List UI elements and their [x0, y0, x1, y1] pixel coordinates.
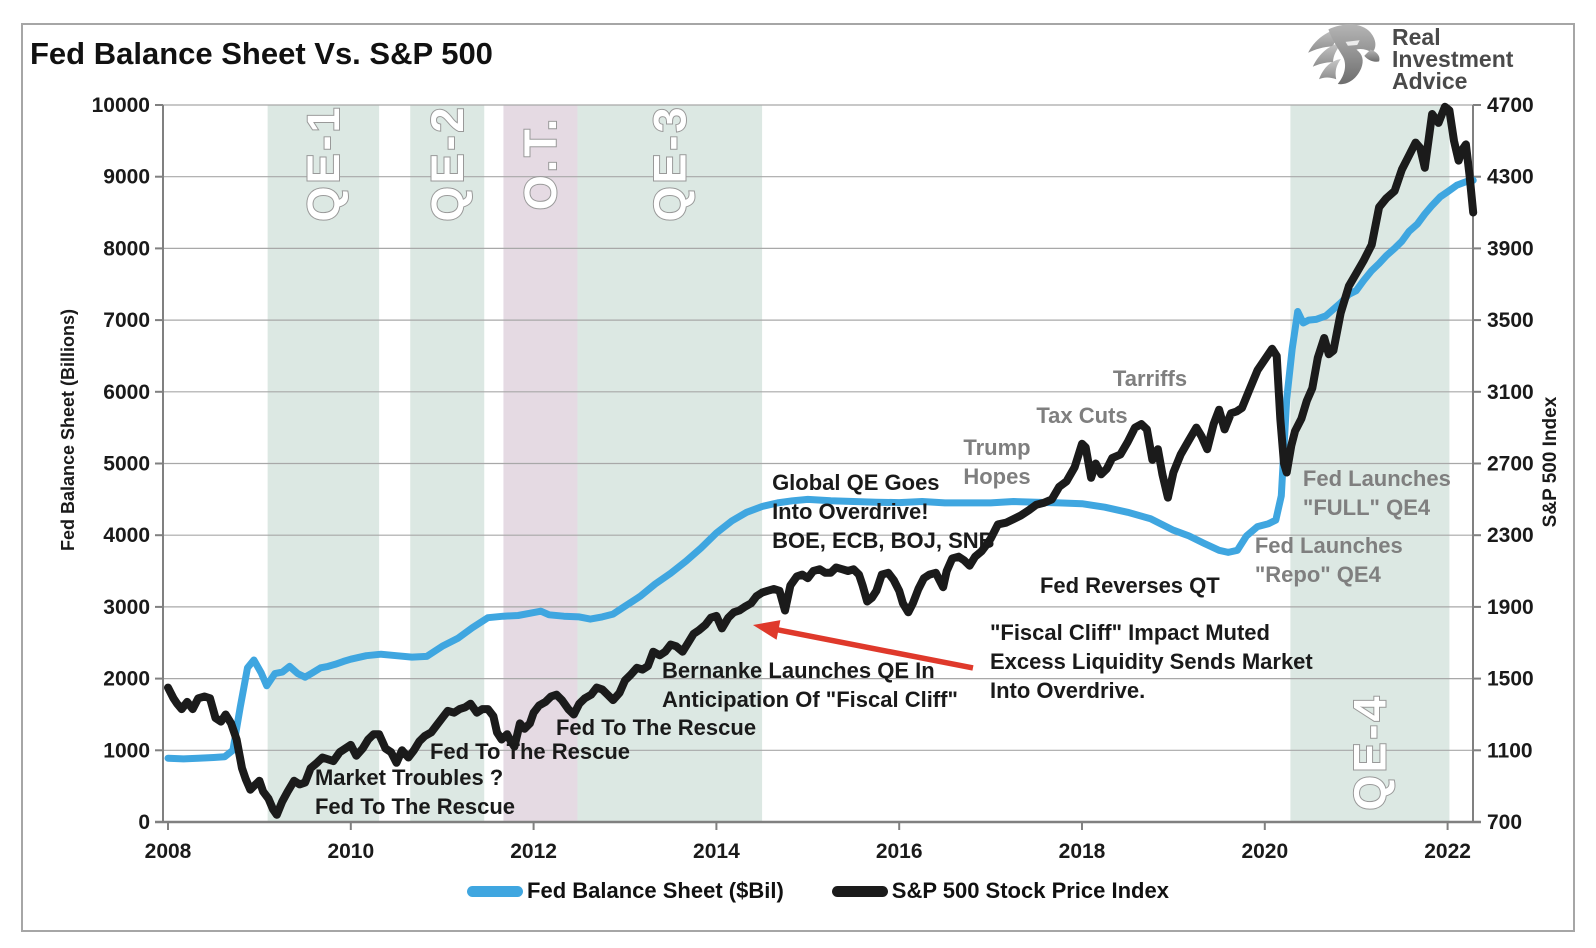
- y-right-tick-label: 3500: [1487, 309, 1534, 332]
- y-left-tick-label: 1000: [103, 739, 150, 762]
- annotation-4: BOE, ECB, BOJ, SNB: [772, 528, 994, 553]
- y-right-tick-label: 3900: [1487, 237, 1534, 260]
- figure-border: [21, 23, 1575, 932]
- y-left-tick-label: 5000: [103, 453, 150, 476]
- annotation-4: Into Overdrive!: [772, 499, 928, 524]
- axis-tick-labels: 0 1000 2000 3000 4000 5000 6000 7000 8000 9000 100…: [92, 94, 1534, 863]
- band-label-QE-3: QE-3: [645, 104, 696, 221]
- band-label-QE-4: QE-4: [1345, 693, 1396, 810]
- y-left-tick-label: 8000: [103, 237, 150, 260]
- annotation-4: Global QE Goes: [772, 470, 939, 495]
- brand-logo: Real Investment Advice: [1302, 20, 1513, 98]
- brand-line-1: Real: [1392, 24, 1441, 50]
- annotation-9: Excess Liquidity Sends Market: [990, 649, 1313, 674]
- y-left-tick-label: 7000: [103, 309, 150, 332]
- y-left-tick-label: 10000: [92, 94, 150, 117]
- y-right-tick-label: 4700: [1487, 94, 1534, 117]
- y-left-tick-label: 9000: [103, 166, 150, 189]
- arrow-head: [752, 620, 781, 640]
- x-tick-label: 2020: [1241, 840, 1288, 863]
- annotation-7: Tarriffs: [1113, 366, 1187, 391]
- y-left-tick-label: 6000: [103, 381, 150, 404]
- x-tick-label: 2018: [1059, 840, 1106, 863]
- annotation-10: "FULL" QE4: [1303, 495, 1431, 520]
- annotation-5: Hopes: [963, 464, 1030, 489]
- annotation-0: Fed To The Rescue: [315, 794, 515, 819]
- annotation-11: "Repo" QE4: [1255, 562, 1382, 587]
- fed-line-swatch: [467, 885, 524, 897]
- y-right-tick-label: 1100: [1487, 739, 1533, 762]
- y-left-tick-label: 0: [138, 811, 150, 834]
- annotation-2: Fed To The Rescue: [556, 715, 756, 740]
- legend-item-fed: Fed Balance Sheet ($Bil): [467, 878, 784, 904]
- brand-name: Real Investment Advice: [1392, 20, 1514, 94]
- brand-line-2: Investment: [1392, 46, 1514, 72]
- axes: [155, 104, 1481, 830]
- annotation-9: "Fiscal Cliff" Impact Muted: [990, 620, 1270, 645]
- y-left-axis-title: Fed Balance Sheet (Billions): [58, 309, 78, 551]
- trend-arrow: [752, 620, 974, 671]
- x-tick-label: 2008: [145, 840, 192, 863]
- y-right-axis-title: S&P 500 Index: [1540, 396, 1561, 527]
- chart-title: Fed Balance Sheet Vs. S&P 500: [30, 36, 493, 71]
- band-labels: QE-1 QE-2 O.T. QE-3 QE-4: [297, 103, 1397, 811]
- annotation-10: Fed Launches: [1303, 466, 1451, 491]
- annotation-3: Bernanke Launches QE In: [662, 658, 935, 683]
- y-right-tick-label: 3100: [1487, 381, 1534, 404]
- legend-label-spx: S&P 500 Stock Price Index: [891, 878, 1169, 903]
- annotation-9: Into Overdrive.: [990, 678, 1145, 703]
- spx-line: [164, 102, 1478, 819]
- y-left-tick-label: 4000: [103, 524, 150, 547]
- y-right-tick-label: 1500: [1487, 668, 1534, 691]
- y-left-tick-label: 3000: [103, 596, 150, 619]
- annotation-1: Fed To The Rescue: [430, 739, 630, 764]
- x-tick-label: 2014: [693, 840, 740, 863]
- band-label-O.T.: O.T.: [515, 116, 566, 211]
- annotation-6: Tax Cuts: [1036, 403, 1127, 428]
- brand-line-3: Advice: [1392, 68, 1468, 94]
- annotation-8: Fed Reverses QT: [1040, 573, 1220, 598]
- fed-line: [164, 176, 1477, 763]
- y-right-tick-label: 2700: [1487, 453, 1534, 476]
- annotation-3: Anticipation Of "Fiscal Cliff": [662, 687, 958, 712]
- spx-line-swatch: [831, 885, 888, 897]
- arrow-shaft: [772, 626, 974, 671]
- gridlines: [163, 104, 1473, 751]
- y-right-tick-label: 4300: [1487, 166, 1534, 189]
- x-tick-label: 2022: [1424, 840, 1471, 863]
- legend-item-spx: S&P 500 Stock Price Index: [831, 878, 1169, 904]
- y-left-tick-label: 2000: [103, 668, 150, 691]
- legend-label-fed: Fed Balance Sheet ($Bil): [527, 878, 784, 903]
- legend: Fed Balance Sheet ($Bil) S&P 500 Stock P…: [163, 878, 1473, 904]
- band-label-QE-2: QE-2: [422, 104, 473, 221]
- y-right-tick-label: 1900: [1487, 596, 1534, 619]
- band-label-QE-1: QE-1: [298, 104, 349, 221]
- annotation-11: Fed Launches: [1255, 533, 1403, 558]
- x-tick-label: 2010: [327, 840, 374, 863]
- x-tick-label: 2012: [510, 840, 557, 863]
- y-right-tick-label: 2300: [1487, 524, 1534, 547]
- annotation-5: Trump: [963, 435, 1030, 460]
- y-right-tick-label: 700: [1487, 811, 1522, 834]
- annotation-0: Market Troubles ?: [315, 765, 503, 790]
- eagle-logo-icon: [1308, 24, 1380, 85]
- x-tick-label: 2016: [876, 840, 923, 863]
